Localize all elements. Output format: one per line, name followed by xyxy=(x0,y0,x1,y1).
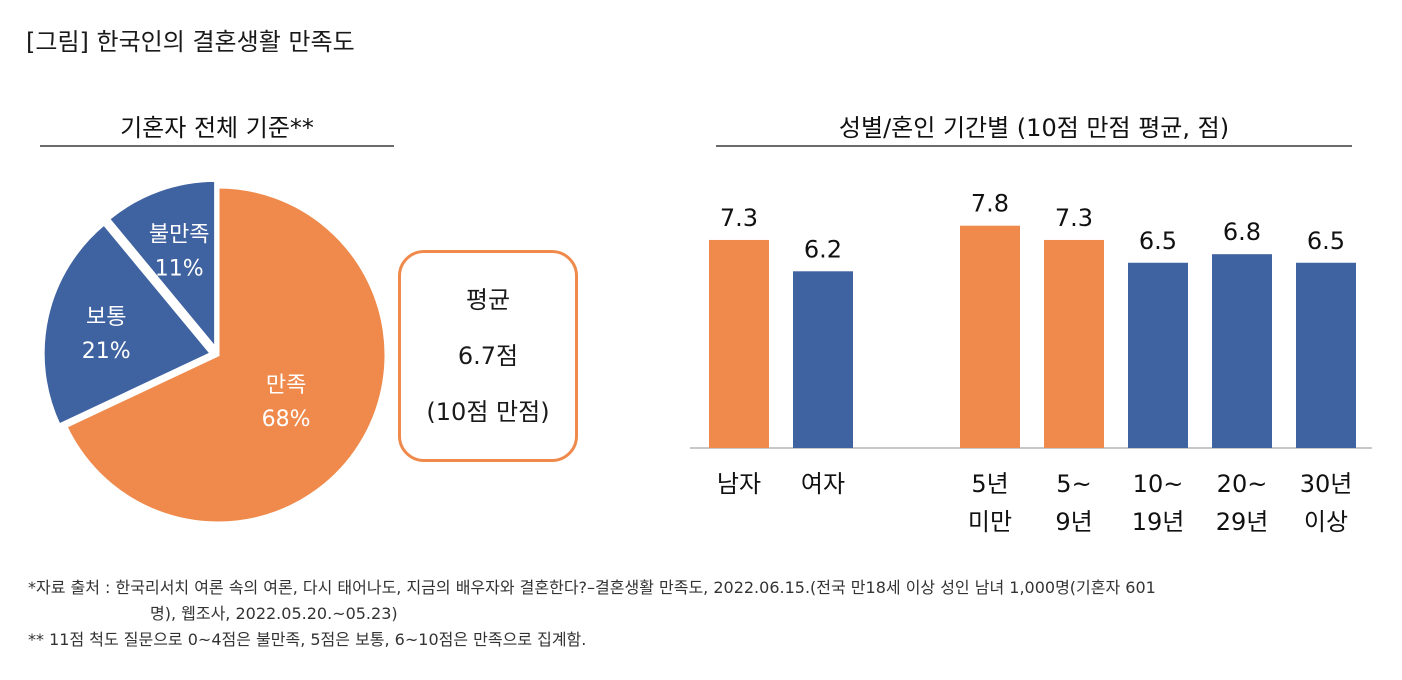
footnote-source-continued: 명), 웹조사, 2022.05.20.~05.23) xyxy=(150,604,398,623)
pie-slice-value-1: 21% xyxy=(82,339,131,364)
bar-4 xyxy=(1128,262,1188,448)
bar-0 xyxy=(709,239,769,448)
average-score-box: 평균 6.7점 (10점 만점) xyxy=(398,250,578,462)
pie-slice-value-2: 11% xyxy=(155,256,204,281)
bar-2 xyxy=(960,225,1020,448)
bar-value-label-5: 6.8 xyxy=(1223,218,1261,246)
bar-6 xyxy=(1296,262,1356,448)
average-label: 평균 xyxy=(465,286,511,314)
bar-value-label-6: 6.5 xyxy=(1307,227,1345,255)
pie-slice-label-2: 불만족 xyxy=(149,222,210,247)
x-tick-label-4-1: 19년 xyxy=(1132,508,1185,536)
bar-value-label-1: 6.2 xyxy=(804,235,842,263)
pie-slice-value-0: 68% xyxy=(262,407,311,432)
bar-panel-rule xyxy=(716,145,1352,147)
pie-slice-2 xyxy=(106,178,218,353)
x-tick-label-3-0: 5~ xyxy=(1056,470,1091,498)
average-scale-note: (10점 만점) xyxy=(426,398,550,426)
x-tick-label-5-1: 29년 xyxy=(1216,508,1269,536)
x-tick-label-1-0: 여자 xyxy=(801,470,845,498)
x-tick-label-0-0: 남자 xyxy=(717,470,761,498)
bar-value-label-0: 7.3 xyxy=(720,204,758,232)
x-tick-label-2-1: 미만 xyxy=(968,508,1012,536)
bar-5 xyxy=(1212,254,1272,448)
bar-1 xyxy=(793,271,853,448)
bar-3 xyxy=(1044,239,1104,448)
footnote-scale: ** 11점 척도 질문으로 0~4점은 불만족, 5점은 보통, 6~10점은… xyxy=(28,630,587,649)
x-tick-label-2-0: 5년 xyxy=(971,470,1008,498)
figure-title: [그림] 한국인의 결혼생활 만족도 xyxy=(26,28,355,56)
footnotes: *자료 출처 : 한국리서치 여론 속의 여론, 다시 태어나도, 지금의 배우… xyxy=(28,575,1156,653)
pie-slice-1 xyxy=(41,221,214,428)
bar-panel-title: 성별/혼인 기간별 (10점 만점 평균, 점) xyxy=(838,114,1230,142)
pie-slice-0 xyxy=(63,185,388,525)
x-tick-label-3-1: 9년 xyxy=(1055,508,1092,536)
pie-panel-title: 기혼자 전체 기준** xyxy=(120,114,314,142)
bar-value-label-4: 6.5 xyxy=(1139,227,1177,255)
bar-value-label-2: 7.8 xyxy=(971,190,1009,218)
x-tick-label-4-0: 10~ xyxy=(1133,470,1184,498)
x-tick-label-6-1: 이상 xyxy=(1304,508,1348,536)
pie-chart: 만족 68% 보통 21% 불만족 11% xyxy=(41,178,388,525)
footnote-source: *자료 출처 : 한국리서치 여론 속의 여론, 다시 태어나도, 지금의 배우… xyxy=(28,578,1156,597)
pie-slice-label-1: 보통 xyxy=(86,305,126,330)
x-tick-label-5-0: 20~ xyxy=(1217,470,1268,498)
pie-slice-label-0: 만족 xyxy=(266,373,306,398)
pie-panel-rule xyxy=(40,145,394,147)
x-tick-label-6-0: 30년 xyxy=(1300,470,1353,498)
average-value: 6.7점 xyxy=(457,342,519,370)
bar-value-label-3: 7.3 xyxy=(1055,204,1093,232)
